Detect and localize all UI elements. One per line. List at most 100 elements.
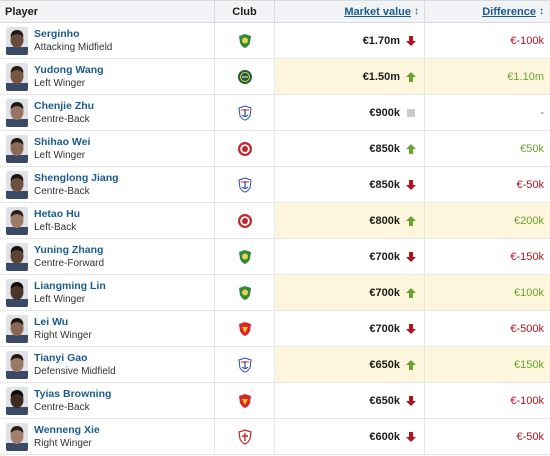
player-name-link[interactable]: Wenneng Xie xyxy=(34,423,100,436)
market-value-cell: €600k xyxy=(275,419,425,454)
club-crest-icon[interactable] xyxy=(237,69,253,85)
player-cell: Serginho Attacking Midfield xyxy=(0,23,215,58)
arrow-down-icon xyxy=(406,179,416,190)
arrow-up-icon xyxy=(406,71,416,82)
market-value-cell: €700k xyxy=(275,275,425,310)
player-info: Serginho Attacking Midfield xyxy=(34,27,112,55)
player-info: Yudong Wang Left Winger xyxy=(34,63,104,91)
player-name-link[interactable]: Lei Wu xyxy=(34,315,69,328)
difference-cell: €-50k xyxy=(425,419,550,454)
market-value-cell: €850k xyxy=(275,131,425,166)
player-name-link[interactable]: Yuning Zhang xyxy=(34,243,104,256)
player-info: Liangming Lin Left Winger xyxy=(34,279,106,307)
club-crest-icon[interactable] xyxy=(237,33,253,49)
club-crest-icon[interactable] xyxy=(237,321,253,337)
player-name-link[interactable]: Chenjie Zhu xyxy=(34,99,95,112)
player-info: Tyias Browning Centre-Back xyxy=(34,387,111,415)
market-value-cell: €650k xyxy=(275,383,425,418)
difference-cell: €-150k xyxy=(425,239,550,274)
arrow-down-icon xyxy=(406,323,416,334)
arrow-down-icon xyxy=(406,431,416,442)
club-crest-icon[interactable] xyxy=(237,393,253,409)
club-crest-icon[interactable] xyxy=(237,285,253,301)
market-value-cell: €700k xyxy=(275,311,425,346)
club-cell xyxy=(215,131,275,166)
club-crest-icon[interactable] xyxy=(237,356,253,373)
arrow-up-icon xyxy=(406,143,416,154)
player-name-link[interactable]: Shenglong Jiang xyxy=(34,171,119,184)
player-cell: Yuning Zhang Centre-Forward xyxy=(0,239,215,274)
difference-cell: €100k xyxy=(425,275,550,310)
player-position: Defensive Midfield xyxy=(34,365,116,377)
player-cell: Shenglong Jiang Centre-Back xyxy=(0,167,215,202)
market-value-cell: €850k xyxy=(275,167,425,202)
difference-cell: €150k xyxy=(425,347,550,382)
club-crest-icon[interactable] xyxy=(237,428,253,445)
market-value-sort-link[interactable]: Market value xyxy=(344,5,411,18)
table-body: Serginho Attacking Midfield €1.70m €-100k Yu… xyxy=(0,23,550,455)
difference-cell: €-50k xyxy=(425,167,550,202)
table-row: Serginho Attacking Midfield €1.70m €-100k xyxy=(0,23,550,59)
table-row: Tyias Browning Centre-Back €650k €-100k xyxy=(0,383,550,419)
value-difference: €-50k xyxy=(516,430,544,443)
club-cell xyxy=(215,203,275,238)
player-name-link[interactable]: Yudong Wang xyxy=(34,63,104,76)
player-avatar xyxy=(6,98,28,127)
club-cell xyxy=(215,59,275,94)
difference-cell: - xyxy=(425,95,550,130)
club-crest-icon[interactable] xyxy=(237,213,253,229)
player-avatar xyxy=(6,278,28,307)
player-avatar xyxy=(6,314,28,343)
player-info: Yuning Zhang Centre-Forward xyxy=(34,243,104,271)
arrow-up-icon xyxy=(406,215,416,226)
club-cell xyxy=(215,347,275,382)
player-name-link[interactable]: Shihao Wei xyxy=(34,135,91,148)
table-row: Shihao Wei Left Winger €850k €50k xyxy=(0,131,550,167)
market-value: €700k xyxy=(369,286,400,299)
club-column-header: Club xyxy=(215,1,275,22)
difference-sort-link[interactable]: Difference xyxy=(482,5,536,18)
market-value-column-header[interactable]: Market value ↕ xyxy=(275,1,425,22)
player-cell: Yudong Wang Left Winger xyxy=(0,59,215,94)
difference-cell: €200k xyxy=(425,203,550,238)
player-info: Tianyi Gao Defensive Midfield xyxy=(34,351,116,379)
player-name-link[interactable]: Tyias Browning xyxy=(34,387,112,400)
value-difference: - xyxy=(540,106,544,119)
market-value-cell: €650k xyxy=(275,347,425,382)
club-crest-icon[interactable] xyxy=(237,176,253,193)
player-position: Left-Back xyxy=(34,221,77,233)
player-cell: Tyias Browning Centre-Back xyxy=(0,383,215,418)
player-cell: Chenjie Zhu Centre-Back xyxy=(0,95,215,130)
difference-cell: €-100k xyxy=(425,383,550,418)
value-difference: €200k xyxy=(514,214,544,227)
club-crest-icon[interactable] xyxy=(237,249,253,265)
club-cell xyxy=(215,95,275,130)
market-value-cell: €900k xyxy=(275,95,425,130)
table-header: Player Club Market value ↕ Difference ↕ xyxy=(0,1,550,23)
player-avatar xyxy=(6,242,28,271)
club-cell xyxy=(215,275,275,310)
table-row: Wenneng Xie Right Winger €600k €-50k xyxy=(0,419,550,455)
table-row: Yudong Wang Left Winger €1.50m €1.10m xyxy=(0,59,550,95)
club-crest-icon[interactable] xyxy=(237,104,253,121)
sort-arrows-icon[interactable]: ↕ xyxy=(539,6,544,17)
player-name-link[interactable]: Liangming Lin xyxy=(34,279,106,292)
market-value: €1.70m xyxy=(362,34,400,47)
player-name-link[interactable]: Serginho xyxy=(34,27,80,40)
market-value: €900k xyxy=(369,106,400,119)
difference-cell: €50k xyxy=(425,131,550,166)
player-cell: Wenneng Xie Right Winger xyxy=(0,419,215,454)
difference-cell: €1.10m xyxy=(425,59,550,94)
club-crest-icon[interactable] xyxy=(237,141,253,157)
player-name-link[interactable]: Tianyi Gao xyxy=(34,351,88,364)
difference-column-header[interactable]: Difference ↕ xyxy=(425,1,550,22)
club-cell xyxy=(215,383,275,418)
table-row: Tianyi Gao Defensive Midfield €650k €150k xyxy=(0,347,550,383)
player-name-link[interactable]: Hetao Hu xyxy=(34,207,81,220)
player-info: Shihao Wei Left Winger xyxy=(34,135,90,163)
player-column-header: Player xyxy=(0,1,215,22)
sort-arrows-icon[interactable]: ↕ xyxy=(414,6,419,17)
player-info: Shenglong Jiang Centre-Back xyxy=(34,171,119,199)
value-difference: €50k xyxy=(520,142,544,155)
